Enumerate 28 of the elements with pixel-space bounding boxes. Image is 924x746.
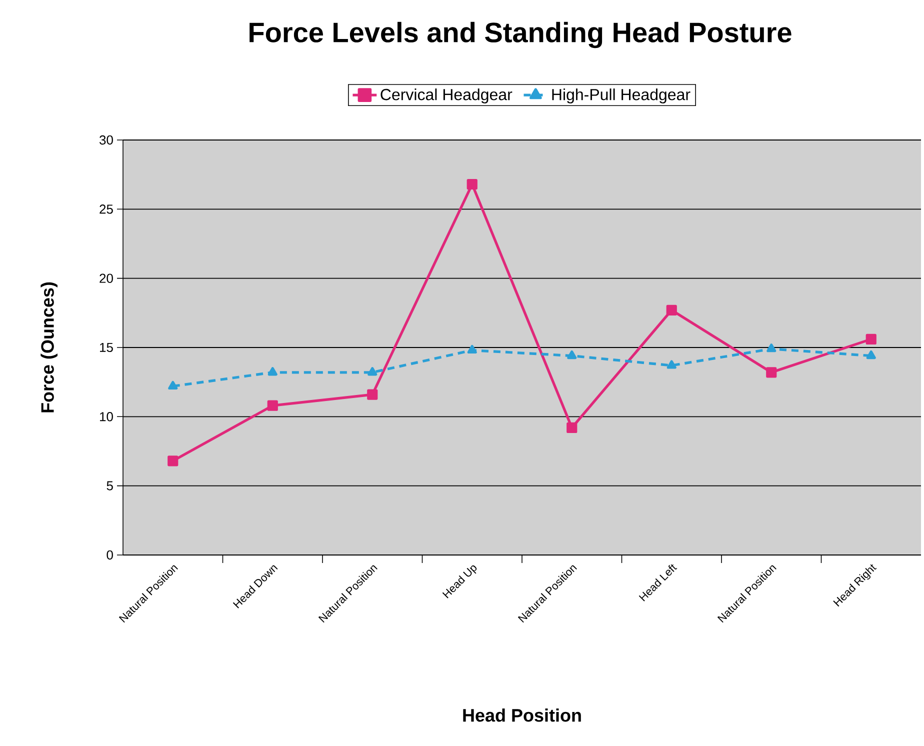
legend-label: Cervical Headgear: [380, 88, 512, 104]
y-tick-label: 30: [100, 135, 113, 145]
point: [567, 350, 577, 360]
point: [467, 344, 477, 354]
point: [367, 389, 378, 400]
point: [267, 400, 278, 411]
x-axis-title: Head Position: [463, 708, 581, 722]
point: [666, 304, 677, 316]
y-tick-label: 25: [100, 204, 113, 214]
point: [866, 350, 876, 360]
y-tick-label: 0: [106, 550, 113, 560]
point: [866, 334, 876, 344]
point: [766, 344, 776, 352]
y-tick-label: 5: [106, 481, 113, 490]
y-tick-label: 20: [100, 274, 113, 283]
y-axis-title: Force (Ounces): [40, 282, 58, 412]
point: [168, 456, 178, 466]
point: [666, 360, 676, 369]
y-tick-label: 15: [100, 342, 113, 352]
point: [466, 178, 478, 190]
point: [766, 367, 777, 378]
point: [368, 367, 378, 376]
point: [168, 380, 178, 390]
chart-title: Force Levels and Standing Head Posture: [250, 22, 792, 48]
point: [566, 422, 578, 434]
legend-label: High-Pull Headgear: [552, 88, 690, 104]
point: [268, 367, 278, 376]
y-tick-label: 10: [100, 412, 113, 422]
